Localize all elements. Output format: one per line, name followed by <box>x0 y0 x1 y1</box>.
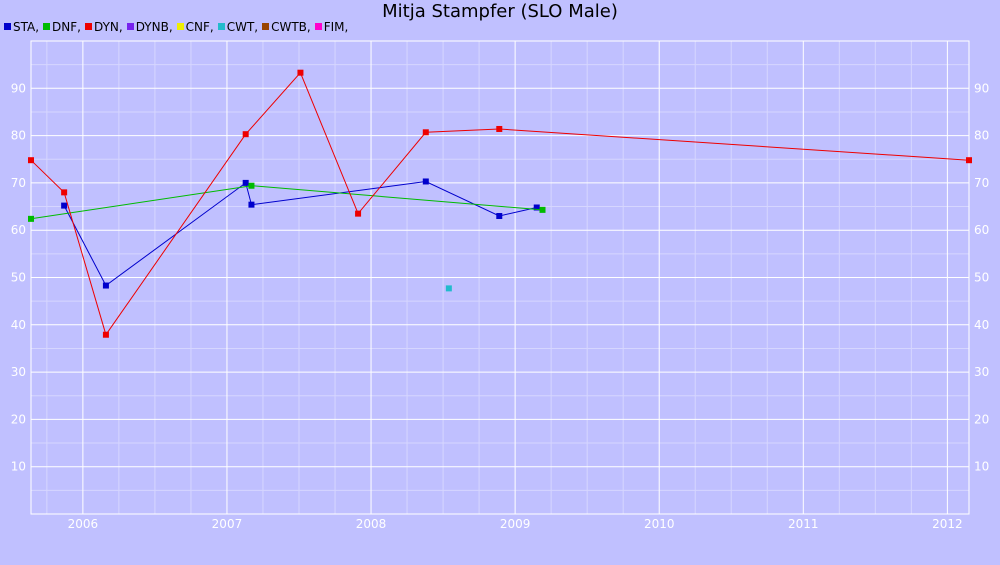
legend-item: DYNB, <box>126 20 173 34</box>
data-point-dnf <box>248 182 255 189</box>
data-point-dyn <box>297 69 304 76</box>
y-tick-label-right: 70 <box>974 176 989 190</box>
data-point-cwt <box>445 285 452 292</box>
series-line-dnf <box>30 185 543 220</box>
legend-label: CWT, <box>226 20 259 34</box>
y-tick-label-left: 60 <box>11 223 26 237</box>
y-tick-label-right: 20 <box>974 412 989 426</box>
data-point-dyn <box>496 125 503 132</box>
plot-frame <box>30 40 970 515</box>
y-tick-label-left: 80 <box>11 129 26 143</box>
data-point-dyn <box>242 131 249 138</box>
data-point-dyn <box>422 129 429 136</box>
data-point-dyn <box>102 331 109 338</box>
legend: STA, DNF, DYN, DYNB, CNF, CWT, CWTB, FIM, <box>4 20 352 34</box>
y-tick-label-left: 90 <box>11 81 26 95</box>
legend-swatch <box>126 23 134 30</box>
legend-item: CWTB, <box>262 20 311 34</box>
y-tick-label-right: 80 <box>974 129 989 143</box>
y-tick-label-left: 10 <box>11 460 26 474</box>
legend-label: DYN, <box>93 20 123 34</box>
x-tick-label: 2011 <box>788 517 819 531</box>
chart-title: Mitja Stampfer (SLO Male) <box>382 1 618 22</box>
data-point-dyn <box>355 210 362 217</box>
y-tick-label-right: 10 <box>974 460 989 474</box>
legend-swatch <box>84 23 92 30</box>
legend-item: CNF, <box>176 20 214 34</box>
data-point-dnf <box>28 215 34 222</box>
data-point-sta <box>496 213 503 220</box>
data-point-dnf <box>539 206 546 213</box>
legend-item: FIM, <box>314 20 349 34</box>
y-tick-label-right: 40 <box>974 318 989 332</box>
y-tick-label-right: 60 <box>974 223 989 237</box>
x-tick-label: 2007 <box>212 517 243 531</box>
legend-label: FIM, <box>323 20 349 34</box>
x-tick-label: 2006 <box>68 517 99 531</box>
series-line-sta <box>63 180 537 287</box>
y-tick-label-left: 70 <box>11 176 26 190</box>
legend-label: DNF, <box>52 20 81 34</box>
legend-label: CWTB, <box>271 20 311 34</box>
y-tick-label-left: 50 <box>11 271 26 285</box>
data-point-dyn <box>28 157 34 164</box>
x-tick-label: 2012 <box>932 517 963 531</box>
data-point-sta <box>248 201 255 208</box>
legend-label: STA, <box>13 20 40 34</box>
x-tick-label: 2008 <box>356 517 387 531</box>
data-point-sta <box>422 178 429 185</box>
legend-item: CWT, <box>217 20 259 34</box>
data-point-sta <box>533 204 540 211</box>
y-tick-label-left: 40 <box>11 318 26 332</box>
legend-swatch <box>314 23 322 30</box>
legend-label: DYNB, <box>135 20 173 34</box>
legend-swatch <box>43 23 51 30</box>
data-point-dyn <box>61 189 68 196</box>
y-tick-label-right: 30 <box>974 365 989 379</box>
legend-swatch <box>262 23 270 30</box>
y-tick-label-left: 20 <box>11 412 26 426</box>
legend-swatch <box>176 23 184 30</box>
legend-label: CNF, <box>185 20 214 34</box>
data-point-dyn <box>966 157 972 164</box>
legend-swatch <box>217 23 225 30</box>
legend-item: STA, <box>4 20 39 34</box>
legend-item: DNF, <box>43 20 81 34</box>
data-point-sta <box>102 282 109 289</box>
legend-swatch <box>4 23 11 30</box>
y-tick-label-right: 90 <box>974 81 989 95</box>
data-point-sta <box>61 202 68 209</box>
x-tick-label: 2010 <box>644 517 675 531</box>
x-tick-label: 2009 <box>500 517 531 531</box>
y-tick-label-right: 50 <box>974 271 989 285</box>
legend-item: DYN, <box>84 20 123 34</box>
data-point-sta <box>242 179 249 186</box>
y-tick-label-left: 30 <box>11 365 26 379</box>
